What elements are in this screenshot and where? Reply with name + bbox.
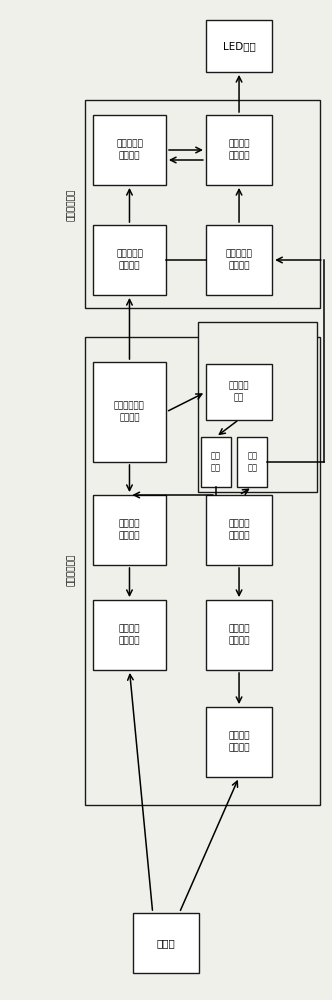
FancyBboxPatch shape — [93, 362, 166, 462]
FancyBboxPatch shape — [206, 20, 272, 72]
FancyBboxPatch shape — [198, 322, 317, 492]
Text: 红外发射
电路单元: 红外发射 电路单元 — [119, 625, 140, 645]
Text: LED灯组: LED灯组 — [223, 41, 255, 51]
Text: 解调
单元: 解调 单元 — [247, 452, 257, 472]
Text: 模拟量储存
电路单元: 模拟量储存 电路单元 — [116, 140, 143, 160]
Text: 调制
单元: 调制 单元 — [211, 452, 221, 472]
Text: 逻辑输出
单元: 逻辑输出 单元 — [229, 382, 249, 402]
FancyBboxPatch shape — [93, 495, 166, 565]
FancyBboxPatch shape — [206, 225, 272, 295]
FancyBboxPatch shape — [93, 225, 166, 295]
Text: 驱动放大
电路单元: 驱动放大 电路单元 — [119, 520, 140, 540]
FancyBboxPatch shape — [133, 913, 199, 973]
Text: 红外接收
电路单元: 红外接收 电路单元 — [228, 732, 250, 752]
FancyBboxPatch shape — [85, 100, 320, 308]
FancyBboxPatch shape — [206, 707, 272, 777]
Text: 逻辑处理单元: 逻辑处理单元 — [67, 189, 76, 221]
Text: 信号放大
电路单元: 信号放大 电路单元 — [228, 520, 250, 540]
FancyBboxPatch shape — [206, 600, 272, 670]
Text: 继电器控制
电路单元: 继电器控制 电路单元 — [116, 250, 143, 270]
FancyBboxPatch shape — [93, 115, 166, 185]
Text: 障碍物: 障碍物 — [157, 938, 175, 948]
Text: 红外调制解调
电路单元: 红外调制解调 电路单元 — [114, 402, 145, 422]
Text: 红外收发模块: 红外收发模块 — [67, 554, 76, 586]
FancyBboxPatch shape — [237, 437, 267, 487]
FancyBboxPatch shape — [201, 437, 231, 487]
FancyBboxPatch shape — [206, 115, 272, 185]
Text: 交直流转换
电路单元: 交直流转换 电路单元 — [226, 250, 252, 270]
FancyBboxPatch shape — [85, 337, 320, 805]
FancyBboxPatch shape — [206, 364, 272, 420]
FancyBboxPatch shape — [93, 600, 166, 670]
Text: 电压控制
电路单元: 电压控制 电路单元 — [228, 140, 250, 160]
Text: 带通滤波
电路单元: 带通滤波 电路单元 — [228, 625, 250, 645]
FancyBboxPatch shape — [206, 495, 272, 565]
